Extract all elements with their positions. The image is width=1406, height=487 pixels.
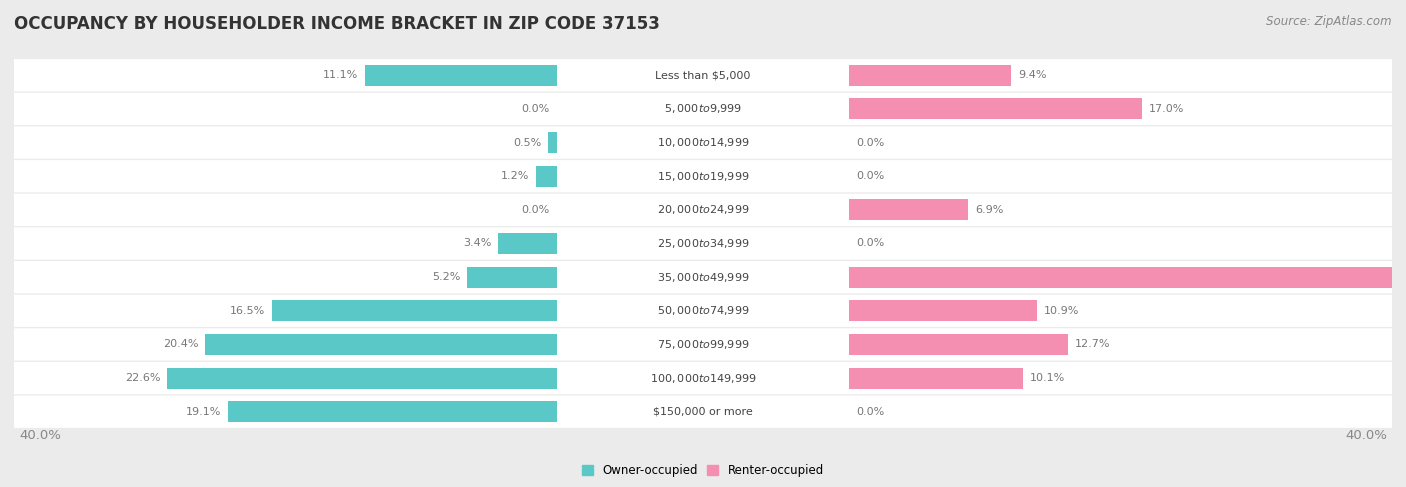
Text: 40.0%: 40.0% [1346, 430, 1386, 443]
Text: OCCUPANCY BY HOUSEHOLDER INCOME BRACKET IN ZIP CODE 37153: OCCUPANCY BY HOUSEHOLDER INCOME BRACKET … [14, 15, 659, 33]
Text: $20,000 to $24,999: $20,000 to $24,999 [657, 204, 749, 216]
FancyBboxPatch shape [14, 261, 1392, 293]
Bar [849, 334, 1069, 355]
Text: $150,000 or more: $150,000 or more [654, 407, 752, 417]
Text: 0.0%: 0.0% [856, 171, 884, 181]
Bar [228, 401, 557, 422]
Bar [849, 98, 1142, 119]
Text: 10.1%: 10.1% [1031, 373, 1066, 383]
Bar [498, 233, 557, 254]
Text: $5,000 to $9,999: $5,000 to $9,999 [664, 102, 742, 115]
FancyBboxPatch shape [14, 295, 1392, 327]
Text: 0.0%: 0.0% [856, 239, 884, 248]
Text: 11.1%: 11.1% [323, 70, 359, 80]
FancyBboxPatch shape [14, 160, 1392, 192]
Text: 6.9%: 6.9% [976, 205, 1004, 215]
Text: 9.4%: 9.4% [1018, 70, 1046, 80]
Text: 3.4%: 3.4% [463, 239, 491, 248]
Bar [849, 65, 1011, 86]
FancyBboxPatch shape [14, 395, 1392, 428]
FancyBboxPatch shape [14, 227, 1392, 260]
Text: 0.0%: 0.0% [856, 137, 884, 148]
FancyBboxPatch shape [14, 328, 1392, 360]
Text: 16.5%: 16.5% [231, 306, 266, 316]
Bar [849, 300, 1038, 321]
FancyBboxPatch shape [14, 59, 1392, 92]
Text: $35,000 to $49,999: $35,000 to $49,999 [657, 271, 749, 283]
Text: $100,000 to $149,999: $100,000 to $149,999 [650, 372, 756, 385]
Text: $25,000 to $34,999: $25,000 to $34,999 [657, 237, 749, 250]
Bar [849, 267, 1406, 288]
Text: 40.0%: 40.0% [20, 430, 60, 443]
Text: $10,000 to $14,999: $10,000 to $14,999 [657, 136, 749, 149]
Bar [467, 267, 557, 288]
Text: Source: ZipAtlas.com: Source: ZipAtlas.com [1267, 15, 1392, 28]
Bar [548, 132, 557, 153]
Text: Less than $5,000: Less than $5,000 [655, 70, 751, 80]
Legend: Owner-occupied, Renter-occupied: Owner-occupied, Renter-occupied [578, 459, 828, 482]
Bar [273, 300, 557, 321]
Text: $15,000 to $19,999: $15,000 to $19,999 [657, 169, 749, 183]
Bar [536, 166, 557, 187]
Text: 5.2%: 5.2% [432, 272, 460, 282]
FancyBboxPatch shape [14, 194, 1392, 226]
Text: $75,000 to $99,999: $75,000 to $99,999 [657, 338, 749, 351]
Text: 19.1%: 19.1% [186, 407, 221, 417]
Text: 1.2%: 1.2% [501, 171, 529, 181]
Text: 17.0%: 17.0% [1149, 104, 1184, 114]
FancyBboxPatch shape [14, 362, 1392, 394]
Text: 0.5%: 0.5% [513, 137, 541, 148]
Text: $50,000 to $74,999: $50,000 to $74,999 [657, 304, 749, 318]
Text: 12.7%: 12.7% [1076, 339, 1111, 350]
Text: 20.4%: 20.4% [163, 339, 198, 350]
Bar [205, 334, 557, 355]
Text: 10.9%: 10.9% [1045, 306, 1080, 316]
Text: 22.6%: 22.6% [125, 373, 160, 383]
FancyBboxPatch shape [14, 127, 1392, 159]
Bar [849, 199, 969, 220]
Text: 0.0%: 0.0% [856, 407, 884, 417]
Bar [167, 368, 557, 389]
Bar [366, 65, 557, 86]
FancyBboxPatch shape [14, 93, 1392, 125]
Text: 0.0%: 0.0% [522, 104, 550, 114]
Text: 0.0%: 0.0% [522, 205, 550, 215]
Bar [849, 368, 1024, 389]
